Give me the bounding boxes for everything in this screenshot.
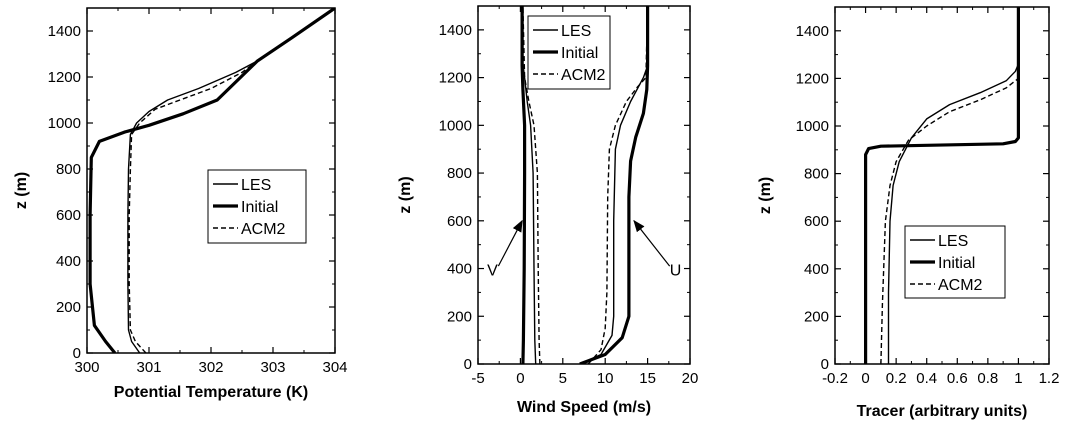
y-tick-label: 0 <box>73 345 81 362</box>
series-group <box>88 8 335 353</box>
legend-label-initial: Initial <box>241 199 278 216</box>
legend: LES Initial ACM2 <box>904 225 1006 299</box>
y-axis-label: z (m) <box>397 176 414 213</box>
x-tick-label: -0.2 <box>822 370 848 387</box>
x-tick-label: 20 <box>682 370 699 387</box>
y-tick-label: 800 <box>804 166 829 183</box>
y-tick-label: 1400 <box>48 23 81 40</box>
legend-label-initial: Initial <box>938 255 975 272</box>
annotation-v: V <box>487 263 498 280</box>
annotation-u: U <box>670 263 682 280</box>
x-tick-label: 0.8 <box>977 370 998 387</box>
series-line-initial <box>88 8 335 353</box>
x-axis-label: Potential Temperature (K) <box>114 384 308 401</box>
y-axis-label: z (m) <box>757 177 774 214</box>
y-tick-label: 600 <box>447 213 472 230</box>
legend-label-les: LES <box>938 233 968 250</box>
series-line-initial-u <box>579 6 650 364</box>
y-tick-label: 1200 <box>439 70 472 87</box>
x-tick-label: 0 <box>861 370 869 387</box>
legend-label-acm2: ACM2 <box>938 277 983 294</box>
y-tick-label: 400 <box>804 261 829 278</box>
y-tick-label: 1000 <box>439 117 472 134</box>
x-tick-label: 15 <box>639 370 656 387</box>
y-tick-label: 400 <box>56 253 81 270</box>
x-tick-label: 302 <box>198 359 223 376</box>
x-tick-label: 304 <box>322 359 347 376</box>
series-line-acm2-u <box>587 6 649 364</box>
series-line-initial <box>864 7 1020 364</box>
legend: LES Initial ACM2 <box>207 169 307 244</box>
x-axis-label: Wind Speed (m/s) <box>517 399 651 416</box>
x-axis-label: Tracer (arbitrary units) <box>857 403 1028 420</box>
series-line-les-u <box>579 6 649 364</box>
x-tick-label: -5 <box>471 370 484 387</box>
x-tick-label: 303 <box>260 359 285 376</box>
x-tick-label: 5 <box>559 370 567 387</box>
y-tick-label: 1200 <box>48 69 81 86</box>
y-tick-label: 1400 <box>439 22 472 39</box>
y-tick-label: 600 <box>56 207 81 224</box>
annotation-arrow-v <box>497 219 523 267</box>
y-tick-label: 1400 <box>796 23 829 40</box>
y-tick-label: 800 <box>56 161 81 178</box>
series-line-les <box>887 7 1020 364</box>
y-tick-label: 200 <box>447 308 472 325</box>
y-tick-label: 200 <box>804 308 829 325</box>
series-line-acm2-v <box>522 6 541 364</box>
y-tick-label: 600 <box>804 213 829 230</box>
legend-label-acm2: ACM2 <box>241 221 286 238</box>
y-tick-label: 800 <box>447 165 472 182</box>
x-tick-label: 10 <box>597 370 614 387</box>
y-tick-label: 1200 <box>796 70 829 87</box>
x-tick-label: 1.2 <box>1039 370 1060 387</box>
legend: LES Initial ACM2 <box>527 15 611 90</box>
x-tick-label: 300 <box>74 359 99 376</box>
legend-label-acm2: ACM2 <box>561 67 606 84</box>
y-tick-label: 200 <box>56 299 81 316</box>
chart-panel-3: -0.2 0 0.2 0.4 0.6 0.8 1 1.20200400600800100012… <box>757 6 1060 420</box>
x-tick-label: 0.6 <box>947 370 968 387</box>
legend-label-les: LES <box>561 23 591 40</box>
series-line-initial-v <box>520 6 527 364</box>
y-tick-label: 400 <box>447 261 472 278</box>
annotation-arrow-u <box>633 219 671 267</box>
series-line-acm2 <box>880 7 1020 364</box>
y-tick-label: 1000 <box>48 115 81 132</box>
series-group <box>864 7 1020 364</box>
x-tick-label: 0 <box>516 370 524 387</box>
x-tick-label: 0.4 <box>916 370 937 387</box>
series-group <box>520 6 650 364</box>
chart-panel-2: -5 0 5 10 15 200200400600800100012001400Wind … <box>397 5 699 416</box>
y-axis-label: z (m) <box>13 172 30 209</box>
chart-panel-1: 300 301 302 303 304 0 200 400 600 800 1000 1200 1400… <box>13 7 348 401</box>
legend-label-les: LES <box>241 177 271 194</box>
series-line-les <box>127 8 335 353</box>
x-tick-label: 0.2 <box>886 370 907 387</box>
y-tick-label: 0 <box>821 356 829 373</box>
legend-label-initial: Initial <box>561 45 598 62</box>
y-tick-label: 0 <box>464 356 472 373</box>
y-tick-label: 1000 <box>796 118 829 135</box>
x-tick-label: 301 <box>136 359 161 376</box>
x-tick-label: 1 <box>1014 370 1022 387</box>
series-line-acm2 <box>128 8 335 353</box>
